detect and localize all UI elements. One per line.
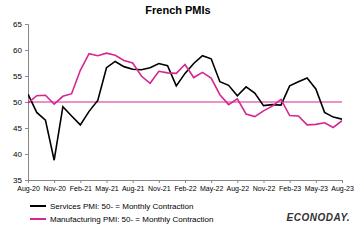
x-tick-label: Aug-21 (122, 185, 145, 193)
x-axis-line (29, 181, 343, 184)
y-axis: 35 40 45 50 55 60 65 (13, 20, 28, 185)
x-tick: May-23 (305, 180, 328, 193)
x-tick-label: Feb-23 (279, 185, 301, 192)
x-tick: Feb-23 (279, 180, 301, 192)
x-tick-label: Aug-22 (227, 185, 250, 193)
legend-label: Services PMI: 50- = Monthly Contraction (50, 202, 193, 211)
y-tick: 45 (13, 124, 28, 133)
x-tick: Aug-23 (331, 180, 354, 193)
title: French PMIs (145, 4, 210, 16)
legend-swatch (30, 218, 46, 220)
y-tick-label: 60 (13, 46, 22, 55)
x-tick-mark (159, 180, 160, 183)
x-tick-label: Nov-20 (43, 185, 66, 192)
y-tick-label: 65 (13, 20, 22, 29)
x-tick-label: Feb-21 (70, 185, 92, 192)
x-tick: Nov-22 (253, 180, 276, 192)
legend-label: Manufacturing PMI: 50- = Monthly Contrac… (50, 215, 213, 224)
x-tick: Feb-21 (70, 180, 92, 192)
x-tick: Aug-21 (122, 180, 145, 193)
x-tick: Nov-20 (43, 180, 66, 192)
y-tick: 60 (13, 46, 28, 55)
y-axis-line (25, 25, 29, 181)
x-tick: Aug-20 (17, 180, 40, 193)
series-line (28, 56, 342, 161)
y-tick-mark (25, 154, 28, 155)
plot-area: 35 40 45 50 55 60 65 Aug-20Nov-20 Feb-21May-21 Au… (13, 20, 354, 193)
x-axis: Aug-20Nov-20Feb-21May-21Aug-21Nov-21Feb-… (17, 180, 354, 193)
x-tick-mark (185, 180, 186, 183)
x-tick-label: May-21 (95, 185, 118, 193)
x-tick-mark (54, 180, 55, 183)
y-tick-label: 50 (13, 98, 22, 107)
x-tick-label: Aug-23 (331, 185, 354, 193)
y-tick: 50 (13, 98, 28, 107)
x-tick-mark (133, 180, 134, 183)
y-tick-mark (25, 180, 28, 181)
reference-line (28, 102, 342, 103)
legend-item: Manufacturing PMI: 50- = Monthly Contrac… (30, 215, 213, 224)
x-tick: Feb-22 (174, 180, 196, 192)
x-tick-mark (211, 180, 212, 183)
x-tick-mark (290, 180, 291, 183)
x-tick-label: Nov-21 (148, 185, 171, 192)
x-tick: May-21 (95, 180, 118, 193)
x-tick-mark (264, 180, 265, 183)
y-tick-mark (25, 128, 28, 129)
x-tick: Aug-22 (227, 180, 250, 193)
y-tick-mark (25, 24, 28, 25)
legend: Services PMI: 50- = Monthly Contraction M… (30, 202, 213, 224)
x-tick-mark (80, 180, 81, 183)
y-tick: 65 (13, 20, 28, 29)
x-tick: May-22 (200, 180, 223, 193)
logo: ECONODAY. (287, 212, 350, 223)
chart: 35 40 45 50 55 60 65 Aug-20Nov-20 Feb-21May-21 Au… (0, 0, 356, 231)
y-tick: 55 (13, 72, 28, 81)
x-tick: Nov-21 (148, 180, 171, 192)
series-line (28, 53, 342, 127)
data-layer (28, 53, 342, 160)
y-tick-label: 35 (13, 176, 22, 185)
x-tick-mark (107, 180, 108, 183)
x-tick-label: May-23 (305, 185, 328, 193)
y-tick: 35 (13, 176, 28, 185)
x-tick-label: Nov-22 (253, 185, 276, 192)
x-tick-label: Aug-20 (17, 185, 40, 193)
x-tick-label: Feb-22 (174, 185, 196, 192)
y-tick-mark (25, 50, 28, 51)
x-tick-mark (28, 180, 29, 183)
legend-swatch (30, 205, 46, 207)
y-tick: 40 (13, 150, 28, 159)
y-tick-label: 45 (13, 124, 22, 133)
y-tick-label: 40 (13, 150, 22, 159)
y-tick-label: 55 (13, 72, 22, 81)
y-tick-mark (25, 76, 28, 77)
x-tick-mark (316, 180, 317, 183)
x-tick-mark (237, 180, 238, 183)
x-tick-label: May-22 (200, 185, 223, 193)
y-tick-mark (25, 102, 28, 103)
legend-item: Services PMI: 50- = Monthly Contraction (30, 202, 193, 211)
x-tick-mark (342, 180, 343, 183)
